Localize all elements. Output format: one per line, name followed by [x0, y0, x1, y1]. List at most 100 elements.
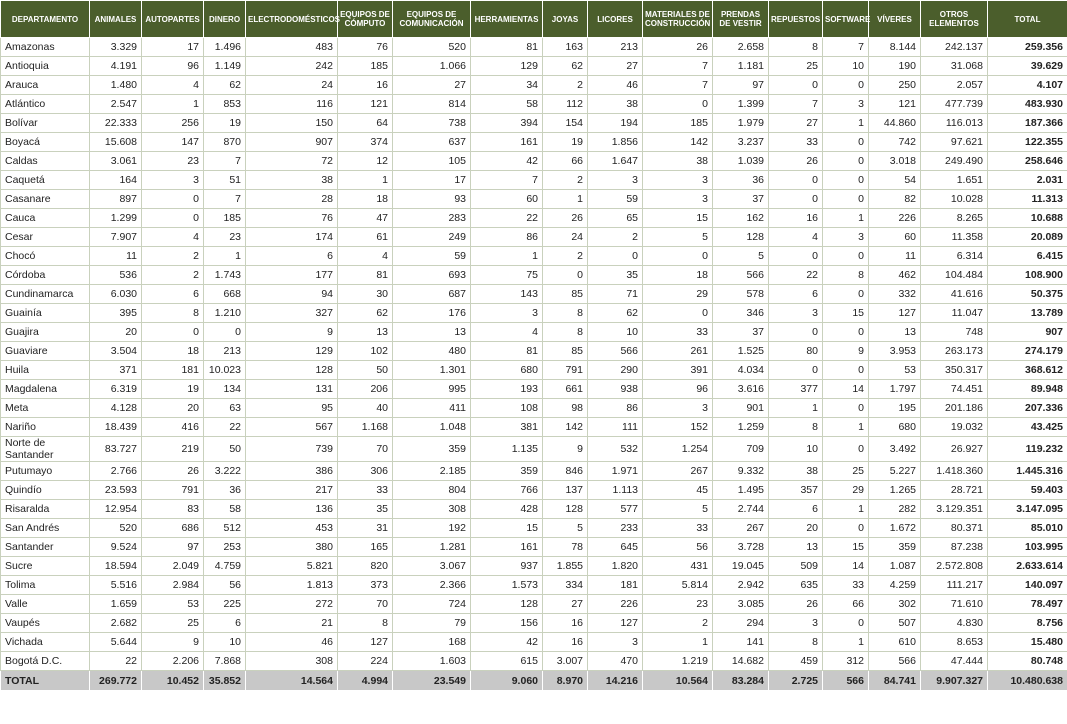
table-cell: 16 [337, 75, 393, 95]
table-cell: 680 [470, 360, 543, 380]
table-cell: 470 [587, 651, 643, 671]
table-cell: 459 [768, 651, 823, 671]
table-cell: 312 [822, 651, 869, 671]
table-cell: 8 [768, 632, 823, 652]
table-cell: 31 [337, 518, 393, 538]
table-cell: 20 [89, 322, 142, 342]
table-cell: 37 [712, 322, 769, 342]
table-cell: 24 [245, 75, 338, 95]
table-cell: 9 [141, 632, 204, 652]
table-cell: 1.066 [392, 56, 471, 76]
table-cell: 121 [868, 94, 921, 114]
table-cell: 98 [542, 398, 588, 418]
table-cell: 15 [822, 303, 869, 323]
total-row: TOTAL 269.772 10.452 35.852 14.564 4.994 23.54… [0, 670, 1067, 691]
table-cell: 846 [542, 461, 588, 481]
table-cell: 82 [868, 189, 921, 209]
table-cell: 74.451 [920, 379, 988, 399]
table-cell: 512 [203, 518, 246, 538]
table-cell: 4.107 [987, 75, 1067, 95]
table-cell: 45 [642, 480, 713, 500]
table-cell: 0 [768, 170, 823, 190]
row-label: Chocó [0, 246, 90, 266]
table-cell: 282 [868, 499, 921, 519]
table-body: Amazonas 3.329 17 1.496 483 76 520 81 163 213 26 2.… [0, 37, 1067, 691]
table-row: Amazonas 3.329 17 1.496 483 76 520 81 163 213 26 2.… [0, 37, 1067, 57]
table-cell: 1.168 [337, 417, 393, 437]
table-cell: 724 [392, 594, 471, 614]
table-cell: 10 [587, 322, 643, 342]
table-cell: 25 [141, 613, 204, 633]
table-cell: 59 [392, 246, 471, 266]
row-label: Cesar [0, 227, 90, 247]
table-cell: 66 [822, 594, 869, 614]
table-cell: 20 [141, 398, 204, 418]
table-cell: 156 [470, 613, 543, 633]
table-cell: 373 [337, 575, 393, 595]
table-cell: 1 [822, 417, 869, 437]
table-cell: 26 [768, 151, 823, 171]
table-cell: 791 [141, 480, 204, 500]
table-cell: 359 [392, 436, 471, 462]
total-label: TOTAL [0, 670, 90, 691]
table-cell: 141 [712, 632, 769, 652]
table-cell: 62 [542, 56, 588, 76]
table-cell: 346 [712, 303, 769, 323]
table-cell: 416 [141, 417, 204, 437]
table-cell: 27 [587, 56, 643, 76]
table-cell: 50 [203, 436, 246, 462]
table-cell: 483 [245, 37, 338, 57]
table-cell: 4.259 [868, 575, 921, 595]
table-cell: 0 [768, 322, 823, 342]
table-cell: 0 [822, 518, 869, 538]
table-cell: 294 [712, 613, 769, 633]
table-cell: 661 [542, 379, 588, 399]
table-cell: 1.113 [587, 480, 643, 500]
table-cell: 0 [822, 284, 869, 304]
row-label: Cundinamarca [0, 284, 90, 304]
table-cell: 2 [542, 75, 588, 95]
table-cell: 8.265 [920, 208, 988, 228]
row-label: Valle [0, 594, 90, 614]
table-cell: 283 [392, 208, 471, 228]
table-cell: 1.219 [642, 651, 713, 671]
table-cell: 327 [245, 303, 338, 323]
table-cell: 6 [768, 499, 823, 519]
table-cell: 242 [245, 56, 338, 76]
table-cell: 38 [587, 94, 643, 114]
table-cell: 50.375 [987, 284, 1067, 304]
table-cell: 201.186 [920, 398, 988, 418]
table-cell: 1.087 [868, 556, 921, 576]
table-cell: 60 [470, 189, 543, 209]
table-cell: 6 [245, 246, 338, 266]
table-cell: 1.181 [712, 56, 769, 76]
table-cell: 359 [470, 461, 543, 481]
column-header: DEPARTAMENTO [0, 0, 90, 38]
table-cell: 80.371 [920, 518, 988, 538]
table-cell: 61 [337, 227, 393, 247]
table-cell: 1.135 [470, 436, 543, 462]
table-cell: 5 [642, 499, 713, 519]
table-cell: 302 [868, 594, 921, 614]
table-cell: 83 [141, 499, 204, 519]
row-label: Vaupés [0, 613, 90, 633]
table-cell: 7 [642, 56, 713, 76]
row-label: Norte de Santander [0, 436, 90, 462]
table-cell: 0 [822, 322, 869, 342]
table-cell: 431 [642, 556, 713, 576]
table-cell: 60 [868, 227, 921, 247]
table-cell: 163 [542, 37, 588, 57]
table-cell: 428 [470, 499, 543, 519]
total-cell: 9.060 [470, 670, 543, 691]
table-row: Córdoba 536 2 1.743 177 81 693 75 0 35 18 566 22 8 462… [0, 265, 1067, 285]
row-label: Guainía [0, 303, 90, 323]
table-cell: 814 [392, 94, 471, 114]
table-cell: 250 [868, 75, 921, 95]
table-cell: 142 [642, 132, 713, 152]
total-cell: 14.216 [587, 670, 643, 691]
table-cell: 567 [245, 417, 338, 437]
header-row: DEPARTAMENTO ANIMALES AUTOPARTES DINERO ELEC… [0, 0, 1067, 38]
total-cell: 269.772 [89, 670, 142, 691]
table-cell: 11.358 [920, 227, 988, 247]
